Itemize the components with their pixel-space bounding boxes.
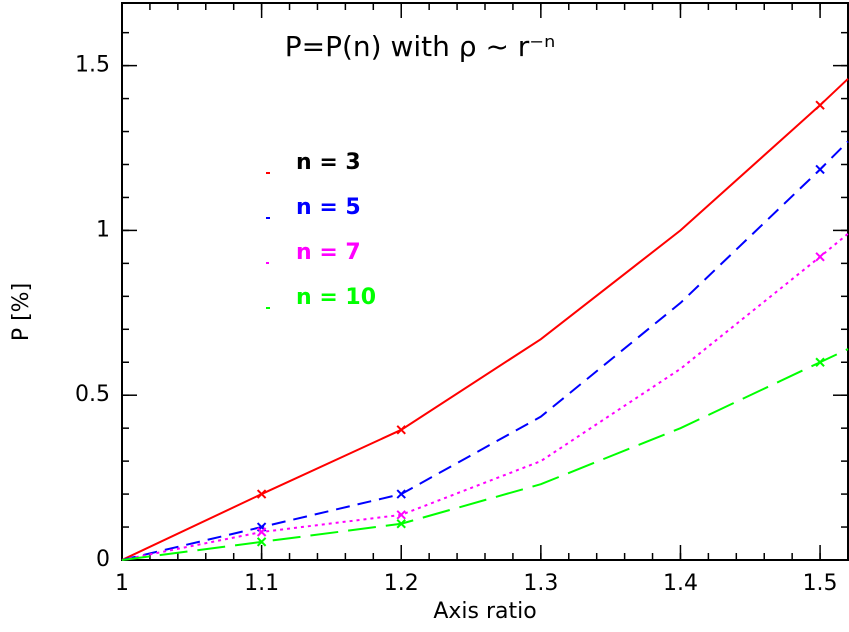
y-tick-label: 1.5 xyxy=(75,53,110,78)
point-marker xyxy=(815,100,825,110)
point-marker xyxy=(256,537,267,547)
point-marker xyxy=(815,357,825,367)
point-marker xyxy=(256,489,267,499)
point-marker xyxy=(256,527,267,537)
point-marker xyxy=(815,252,825,262)
point-marker xyxy=(815,164,825,175)
y-tick-label: 0.5 xyxy=(75,382,110,407)
chart-title: P=P(n) with ρ ~ r⁻ⁿ xyxy=(285,30,556,63)
point-marker xyxy=(396,519,406,529)
series-line xyxy=(121,78,849,561)
x-tick-label: 1.4 xyxy=(663,571,698,596)
x-tick-label: 1.3 xyxy=(523,571,558,596)
legend-label: n = 5 xyxy=(296,195,361,220)
x-axis-label: Axis ratio xyxy=(433,599,536,624)
series-line xyxy=(121,232,849,561)
point-marker xyxy=(396,425,406,435)
point-marker xyxy=(396,489,406,499)
y-tick-label: 0 xyxy=(96,547,110,572)
x-tick-label: 1.1 xyxy=(244,571,279,596)
y-tick-label: 1 xyxy=(96,217,110,242)
x-tick-label: 1 xyxy=(115,571,129,596)
x-tick-label: 1.5 xyxy=(803,571,838,596)
point-marker xyxy=(396,510,406,520)
series-line xyxy=(121,140,849,561)
legend-label: n = 7 xyxy=(296,240,361,265)
series-line xyxy=(121,348,849,561)
y-axis-label: P [%] xyxy=(9,283,34,341)
legend-label: n = 10 xyxy=(296,285,376,310)
legend-label: n = 3 xyxy=(296,150,361,175)
plot-frame xyxy=(121,2,849,561)
x-tick-label: 1.2 xyxy=(384,571,419,596)
